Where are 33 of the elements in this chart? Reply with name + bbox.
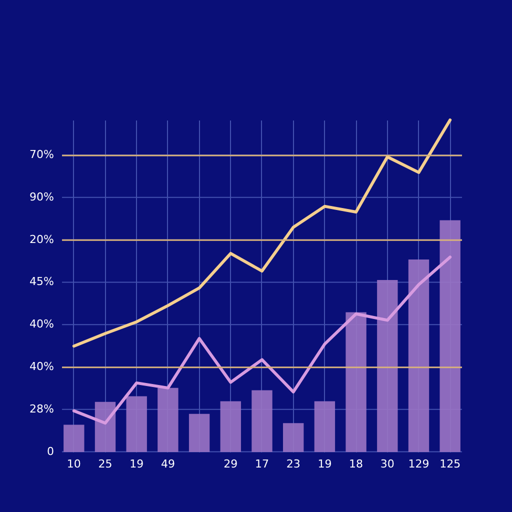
bar <box>346 312 366 452</box>
bar <box>94 402 116 452</box>
bar <box>283 423 304 452</box>
x-tick-label: 29 <box>224 458 238 470</box>
text: 70% <box>30 148 54 161</box>
x-tick-label: 19 <box>130 458 144 470</box>
bar <box>126 396 147 452</box>
bar <box>440 220 460 452</box>
x-tick-label: 10 <box>66 458 81 470</box>
text: 40% <box>30 360 54 373</box>
text: 45% <box>30 275 54 288</box>
x-tick-label: 125 <box>440 458 461 470</box>
bar <box>408 259 430 452</box>
bar <box>188 414 210 452</box>
bar <box>220 401 241 452</box>
bar <box>158 388 178 452</box>
x-tick-label: 17 <box>255 458 269 470</box>
x-tick-label: 18 <box>349 458 364 470</box>
text: 40% <box>30 318 54 331</box>
x-tick-label: 23 <box>286 458 300 470</box>
text: 90% <box>30 190 54 204</box>
text: 28% <box>30 402 54 416</box>
x-tick-label: 49 <box>160 458 175 470</box>
text: 20% <box>30 232 54 246</box>
bar <box>252 390 272 452</box>
x-tick-label: 25 <box>98 458 112 470</box>
bar <box>64 424 84 452</box>
x-tick-label: 19 <box>318 458 332 470</box>
text: 0 <box>47 444 54 458</box>
x-tick-label: 129 <box>408 458 430 470</box>
x-tick-label: 30 <box>380 458 394 470</box>
bar <box>314 401 336 452</box>
bar <box>377 280 398 452</box>
